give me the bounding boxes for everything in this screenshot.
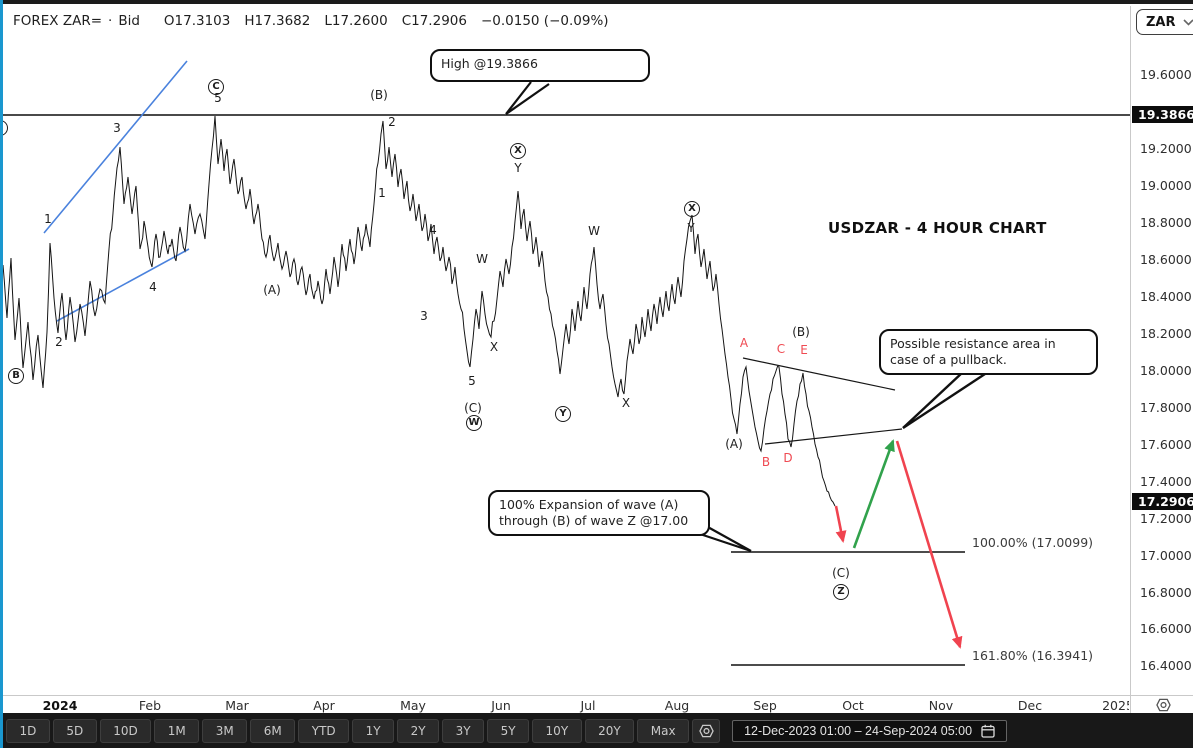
time-axis-labels: 2024 Feb Mar Apr May Jun Jul Aug Sep Oct Nov Dec 202… <box>0 696 1129 714</box>
time-label-oct: Oct <box>842 698 864 713</box>
chevron-down-icon <box>1182 18 1193 26</box>
period-button-6m[interactable]: 6M <box>250 718 296 743</box>
change-value: −0.0150 (−0.09%) <box>480 13 609 29</box>
price-tick: 19.2000 <box>1140 141 1192 156</box>
high-value: H17.3682 <box>244 13 311 29</box>
period-button-10y[interactable]: 10Y <box>532 718 582 743</box>
price-tick: 18.2000 <box>1140 326 1192 341</box>
price-tick: 16.4000 <box>1140 658 1192 673</box>
close-value: C17.2906 <box>401 13 467 29</box>
time-label-2024: 2024 <box>42 698 78 713</box>
price-tick: 16.8000 <box>1140 585 1192 600</box>
period-button-20y[interactable]: 20Y <box>584 718 635 743</box>
axis-gear-icon <box>1155 698 1171 712</box>
quote-header: FOREX ZAR= · Bid O17.3103 H17.3682 L17.2… <box>3 4 1123 38</box>
price-tick: 18.8000 <box>1140 215 1192 230</box>
time-label-jun: Jun <box>491 698 511 713</box>
gear-icon <box>698 724 714 737</box>
calendar-icon <box>981 724 995 738</box>
price-tick: 17.0000 <box>1140 548 1192 563</box>
chart-settings-button[interactable] <box>692 718 721 743</box>
period-button-3m[interactable]: 3M <box>202 718 248 743</box>
price-tick: 16.6000 <box>1140 621 1192 636</box>
price-tick: 19.6000 <box>1140 67 1192 82</box>
period-button-10d[interactable]: 10D <box>99 718 152 743</box>
time-axis[interactable]: 2024 Feb Mar Apr May Jun Jul Aug Sep Oct Nov Dec 202… <box>0 695 1193 713</box>
price-badge: 17.2906 <box>1132 493 1193 510</box>
open-value: O17.3103 <box>163 13 231 29</box>
time-label-dec: Dec <box>1017 698 1043 713</box>
date-range-text: 12-Dec-2023 01:00 – 24-Sep-2024 05:00 <box>744 723 973 738</box>
time-label-sep: Sep <box>753 698 777 713</box>
period-button-5y[interactable]: 5Y <box>487 718 530 743</box>
period-button-1m[interactable]: 1M <box>154 718 200 743</box>
period-button-1y[interactable]: 1Y <box>352 718 395 743</box>
currency-selector-label: ZAR <box>1146 14 1176 30</box>
period-button-5d[interactable]: 5D <box>52 718 97 743</box>
symbol-name: FOREX ZAR= <box>13 13 103 29</box>
price-tick: 18.6000 <box>1140 252 1192 267</box>
callout-expansion[interactable]: 100% Expansion of wave (A) through (B) o… <box>488 490 710 536</box>
separator-dot: · <box>108 13 113 29</box>
time-label-feb: Feb <box>138 698 162 713</box>
axis-settings-button[interactable] <box>1150 697 1176 713</box>
time-label-mar: Mar <box>225 698 249 713</box>
price-type-label: Bid <box>118 13 140 29</box>
time-label-2025: 2025 <box>1102 698 1129 713</box>
period-button-ytd[interactable]: YTD <box>298 718 350 743</box>
price-tick: 17.8000 <box>1140 400 1192 415</box>
callout-high[interactable]: High @19.3866 <box>430 49 650 82</box>
period-button-3y[interactable]: 3Y <box>442 718 485 743</box>
window-focus-border <box>0 0 3 748</box>
period-button-max[interactable]: Max <box>637 718 690 743</box>
time-label-apr: Apr <box>313 698 335 713</box>
price-tick: 17.2000 <box>1140 511 1192 526</box>
price-badge: 19.3866 <box>1132 106 1193 123</box>
time-label-may: May <box>400 698 426 713</box>
currency-selector[interactable]: ZAR <box>1136 9 1193 35</box>
time-label-nov: Nov <box>928 698 954 713</box>
period-button-2y[interactable]: 2Y <box>397 718 440 743</box>
period-toolbar: 1D 5D 10D 1M 3M 6M YTD 1Y 2Y 3Y 5Y 10Y 20Y Max 12-Dec… <box>0 713 1193 748</box>
price-tick: 17.6000 <box>1140 437 1192 452</box>
price-axis[interactable]: 19.6000 19.2000 19.0000 18.8000 18.6000 18.40… <box>1130 6 1193 713</box>
price-tick: 18.4000 <box>1140 289 1192 304</box>
period-button-group: 1D 5D 10D 1M 3M 6M YTD 1Y 2Y 3Y 5Y 10Y 20Y Max <box>6 718 690 743</box>
top-border <box>0 0 1193 4</box>
time-label-aug: Aug <box>664 698 690 713</box>
date-range-picker[interactable]: 12-Dec-2023 01:00 – 24-Sep-2024 05:00 <box>732 719 1008 742</box>
price-tick: 19.0000 <box>1140 178 1192 193</box>
period-button-1d[interactable]: 1D <box>6 718 50 743</box>
low-value: L17.2600 <box>324 13 388 29</box>
callout-resistance[interactable]: Possible resistance area in case of a pu… <box>879 329 1098 375</box>
price-tick: 18.0000 <box>1140 363 1192 378</box>
price-tick: 17.4000 <box>1140 474 1192 489</box>
time-label-jul: Jul <box>580 698 596 713</box>
